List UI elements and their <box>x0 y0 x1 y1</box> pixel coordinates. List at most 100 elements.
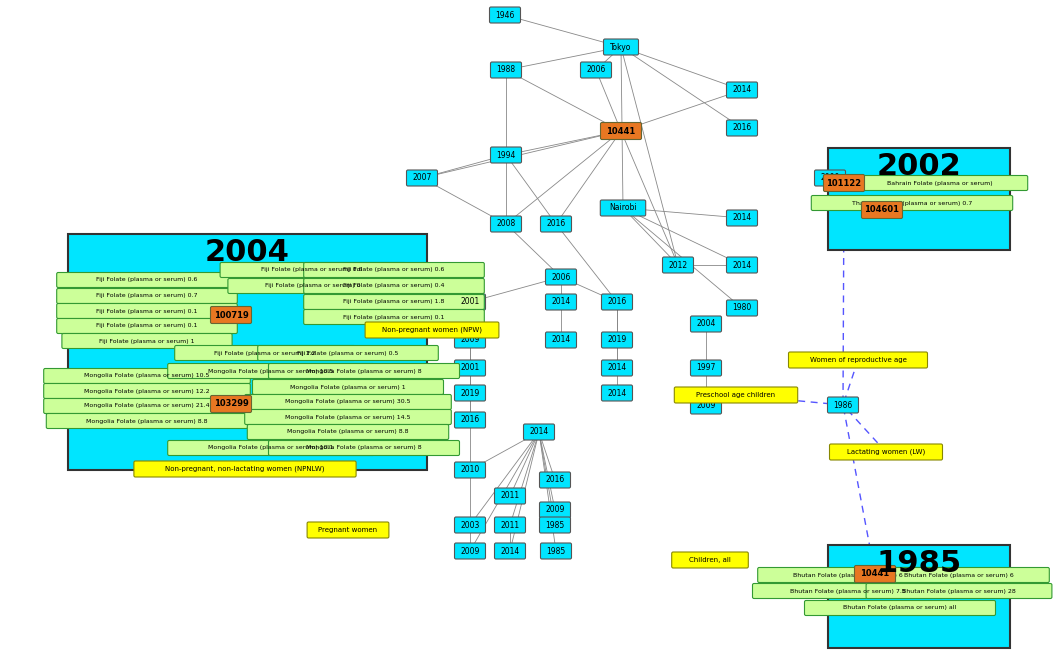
FancyBboxPatch shape <box>455 332 486 348</box>
Text: Lactating women (LW): Lactating women (LW) <box>847 449 925 455</box>
Text: Mongolia Folate (plasma or serum) 10.5: Mongolia Folate (plasma or serum) 10.5 <box>84 373 209 379</box>
Text: Mongolia Folate (plasma or serum) 30.5: Mongolia Folate (plasma or serum) 30.5 <box>285 399 410 404</box>
Text: 1985: 1985 <box>546 547 566 555</box>
FancyBboxPatch shape <box>244 395 452 410</box>
FancyBboxPatch shape <box>489 7 521 23</box>
Text: Mongolia Folate (plasma or serum) 21.4: Mongolia Folate (plasma or serum) 21.4 <box>84 404 209 408</box>
Text: 2006: 2006 <box>552 273 571 281</box>
Text: 1986: 1986 <box>833 401 853 410</box>
Text: 2003: 2003 <box>460 520 479 530</box>
Text: 2006: 2006 <box>587 66 606 75</box>
FancyBboxPatch shape <box>805 600 996 616</box>
FancyBboxPatch shape <box>68 234 427 470</box>
Text: 1985: 1985 <box>545 520 564 530</box>
FancyBboxPatch shape <box>814 170 845 186</box>
FancyBboxPatch shape <box>540 216 572 232</box>
Text: 10441: 10441 <box>860 569 890 579</box>
Text: Fiji Folate (plasma or serum) 0.1: Fiji Folate (plasma or serum) 0.1 <box>343 314 444 320</box>
FancyBboxPatch shape <box>855 565 895 583</box>
FancyBboxPatch shape <box>490 147 522 163</box>
FancyBboxPatch shape <box>168 363 374 379</box>
Text: 1980: 1980 <box>732 303 752 312</box>
FancyBboxPatch shape <box>455 543 486 559</box>
FancyBboxPatch shape <box>269 440 459 455</box>
Text: 2001: 2001 <box>460 363 479 373</box>
FancyBboxPatch shape <box>174 346 355 361</box>
FancyBboxPatch shape <box>866 583 1052 598</box>
Text: 2001: 2001 <box>460 297 479 307</box>
FancyBboxPatch shape <box>868 567 1049 583</box>
Text: 2004: 2004 <box>696 320 715 328</box>
FancyBboxPatch shape <box>494 517 525 533</box>
FancyBboxPatch shape <box>490 62 522 78</box>
Text: Fiji Folate (plasma or serum) 0.6: Fiji Folate (plasma or serum) 0.6 <box>261 267 365 273</box>
Text: Bhutan Folate (plasma or serum) all: Bhutan Folate (plasma or serum) all <box>843 606 957 610</box>
FancyBboxPatch shape <box>244 410 452 424</box>
FancyBboxPatch shape <box>601 200 645 216</box>
FancyBboxPatch shape <box>134 461 356 477</box>
Text: 2008: 2008 <box>496 220 516 228</box>
Text: Mongolia Folate (plasma or serum) 8.8: Mongolia Folate (plasma or serum) 8.8 <box>86 418 207 424</box>
FancyBboxPatch shape <box>691 316 722 332</box>
Text: Fiji Folate (plasma or serum) 1.8: Fiji Folate (plasma or serum) 1.8 <box>343 299 444 305</box>
FancyBboxPatch shape <box>490 216 522 232</box>
FancyBboxPatch shape <box>672 552 748 568</box>
Text: 2014: 2014 <box>529 428 549 436</box>
FancyBboxPatch shape <box>726 120 758 136</box>
Text: Fiji Folate (plasma or serum) 0.6: Fiji Folate (plasma or serum) 0.6 <box>97 277 198 283</box>
FancyBboxPatch shape <box>269 363 459 379</box>
Text: 2002: 2002 <box>877 152 961 181</box>
Text: Mongolia Folate (plasma or serum) 10.1: Mongolia Folate (plasma or serum) 10.1 <box>208 446 334 451</box>
FancyBboxPatch shape <box>56 289 237 303</box>
Text: Mongolia Folate (plasma or serum) 8: Mongolia Folate (plasma or serum) 8 <box>306 446 422 451</box>
FancyBboxPatch shape <box>789 352 928 368</box>
Text: 2014: 2014 <box>732 261 752 269</box>
FancyBboxPatch shape <box>726 257 758 273</box>
Text: 2019: 2019 <box>607 336 626 344</box>
FancyBboxPatch shape <box>540 517 571 533</box>
Text: 100719: 100719 <box>214 310 249 320</box>
FancyBboxPatch shape <box>257 346 438 361</box>
Text: 2009: 2009 <box>460 547 479 555</box>
FancyBboxPatch shape <box>248 424 449 440</box>
FancyBboxPatch shape <box>494 543 525 559</box>
Text: 104601: 104601 <box>864 205 899 214</box>
FancyBboxPatch shape <box>307 522 389 538</box>
Text: Mongolia Folate (plasma or serum) 8: Mongolia Folate (plasma or serum) 8 <box>306 369 422 373</box>
Text: Fiji Folate (plasma or serum) 0.1: Fiji Folate (plasma or serum) 0.1 <box>97 308 198 314</box>
Text: 2000: 2000 <box>821 173 840 183</box>
FancyBboxPatch shape <box>580 62 611 78</box>
Text: 2004: 2004 <box>205 238 290 267</box>
Text: 2016: 2016 <box>546 220 566 228</box>
Text: Fiji Folate (plasma or serum) 0.7: Fiji Folate (plasma or serum) 0.7 <box>97 293 198 299</box>
Text: 1988: 1988 <box>496 66 516 75</box>
FancyBboxPatch shape <box>44 399 250 414</box>
FancyBboxPatch shape <box>44 383 250 399</box>
FancyBboxPatch shape <box>602 332 632 348</box>
Text: Pregnant women: Pregnant women <box>319 527 377 533</box>
FancyBboxPatch shape <box>758 567 939 583</box>
Text: 101122: 101122 <box>826 179 862 187</box>
FancyBboxPatch shape <box>455 360 486 376</box>
Text: Nairobi: Nairobi <box>609 203 637 213</box>
Text: 2014: 2014 <box>552 336 571 344</box>
Text: Fiji Folate (plasma or serum) 1.2: Fiji Folate (plasma or serum) 1.2 <box>215 350 316 355</box>
FancyBboxPatch shape <box>827 397 859 413</box>
Text: Bahrain Folate (plasma or serum): Bahrain Folate (plasma or serum) <box>888 181 993 185</box>
Text: 2007: 2007 <box>412 173 432 183</box>
Text: 10441: 10441 <box>606 126 636 136</box>
FancyBboxPatch shape <box>753 583 944 598</box>
FancyBboxPatch shape <box>861 201 902 218</box>
Text: Fiji Folate (plasma or serum) 0.4: Fiji Folate (plasma or serum) 0.4 <box>343 283 444 289</box>
Text: 1994: 1994 <box>496 150 516 160</box>
Text: 2010: 2010 <box>460 465 479 475</box>
Text: 2012: 2012 <box>669 261 688 269</box>
FancyBboxPatch shape <box>602 360 632 376</box>
Text: 2011: 2011 <box>501 520 520 530</box>
FancyBboxPatch shape <box>828 545 1010 648</box>
Text: 2014: 2014 <box>607 363 626 373</box>
Text: Children, all: Children, all <box>689 557 731 563</box>
Text: Non-pregnant women (NPW): Non-pregnant women (NPW) <box>382 327 482 333</box>
Text: 1997: 1997 <box>696 363 715 373</box>
FancyBboxPatch shape <box>304 263 485 277</box>
